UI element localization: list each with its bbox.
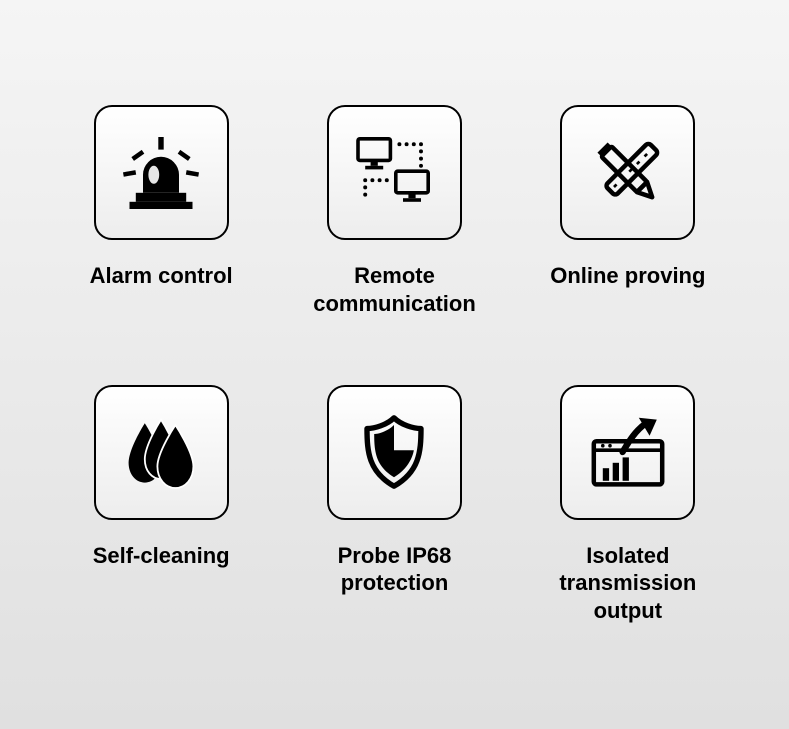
- proving-icon: [560, 105, 695, 240]
- feature-label: Self-cleaning: [93, 542, 230, 570]
- feature-self-cleaning: Self-cleaning: [65, 385, 258, 625]
- feature-label: Probe IP68 protection: [298, 542, 491, 597]
- feature-label: Isolated transmission output: [531, 542, 724, 625]
- shield-icon: [327, 385, 462, 520]
- remote-icon: [327, 105, 462, 240]
- feature-label: Remote communication: [298, 262, 491, 317]
- feature-grid: Alarm control: [35, 65, 755, 664]
- output-icon: [560, 385, 695, 520]
- droplets-icon: [94, 385, 229, 520]
- feature-remote-communication: Remote communication: [298, 105, 491, 345]
- feature-alarm-control: Alarm control: [65, 105, 258, 345]
- feature-label: Alarm control: [90, 262, 233, 290]
- feature-transmission-output: Isolated transmission output: [531, 385, 724, 625]
- feature-ip68-protection: Probe IP68 protection: [298, 385, 491, 625]
- feature-label: Online proving: [550, 262, 705, 290]
- feature-online-proving: Online proving: [531, 105, 724, 345]
- alarm-icon: [94, 105, 229, 240]
